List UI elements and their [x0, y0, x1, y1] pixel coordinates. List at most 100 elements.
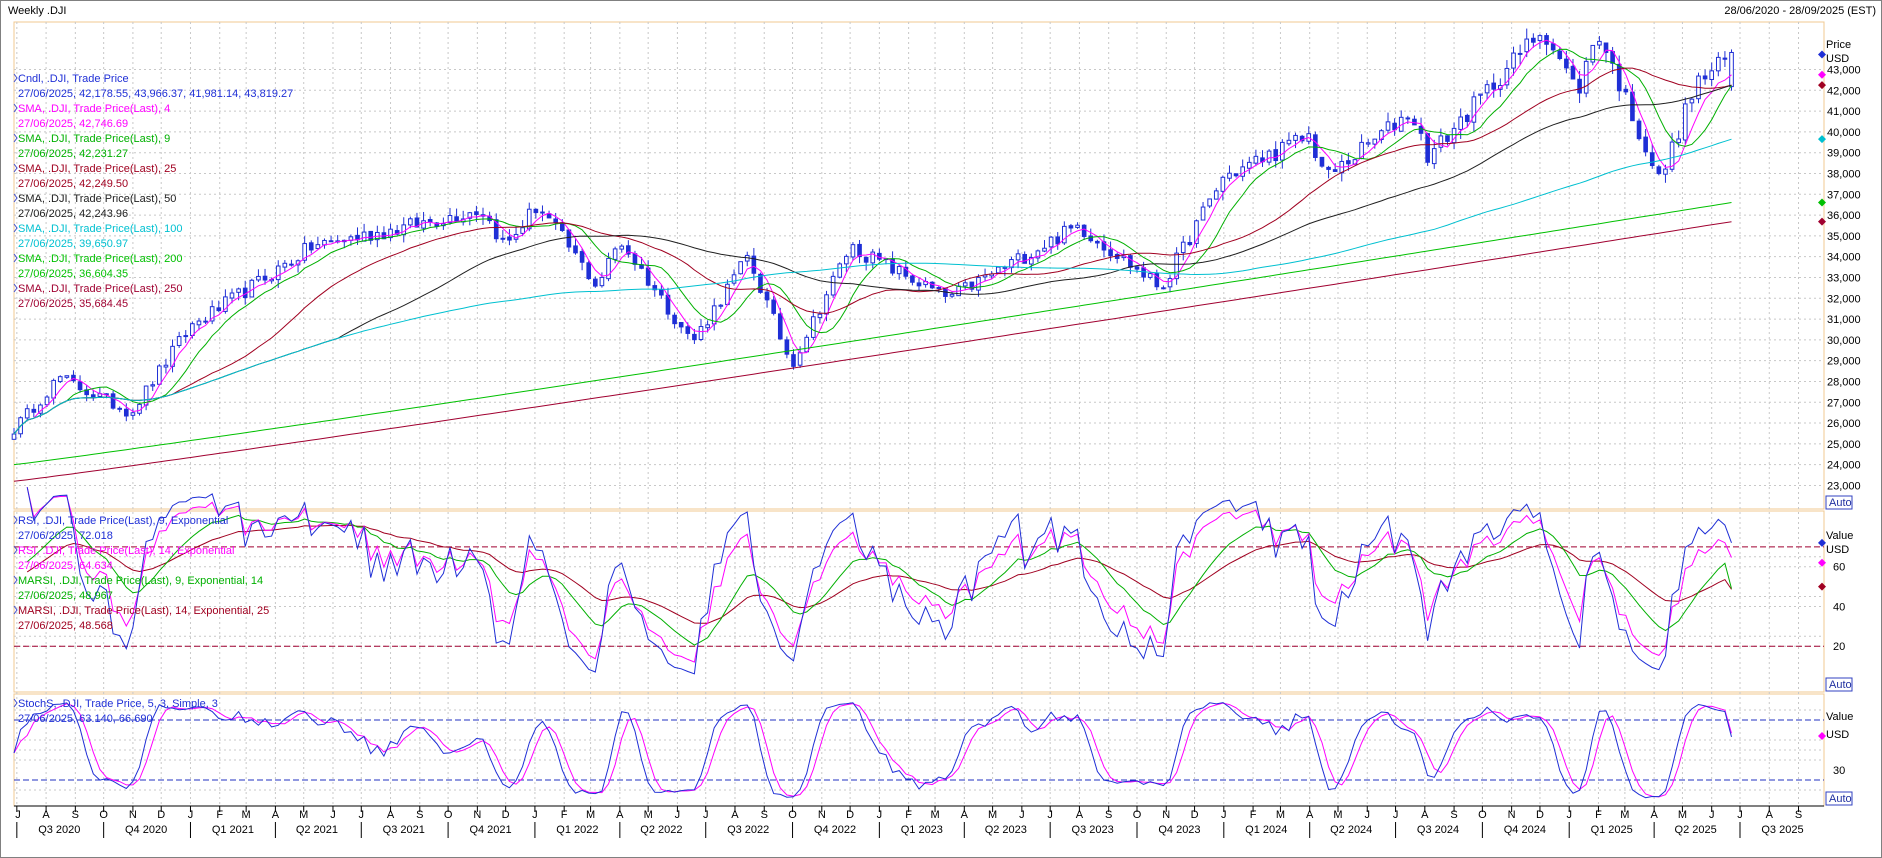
sma25-marker: [1818, 81, 1826, 90]
y-axes: 23,000 24,000 25,000 26,000 27,000 28,000 29,0…: [1827, 65, 1861, 777]
month-tick-label: N: [1508, 809, 1516, 821]
month-tick-label: N: [129, 809, 137, 821]
legend-series-value: 27/06/2025, 64.634: [18, 560, 113, 572]
sma4-line: [13, 39, 1732, 435]
stoch-axis-title: Value: [1826, 711, 1853, 723]
quarter-tick-label: Q3 2024: [1417, 824, 1459, 836]
sma250-marker: [1818, 217, 1826, 226]
quarter-tick-label: Q4 2023: [1158, 824, 1200, 836]
candle-body: [493, 219, 499, 240]
month-tick-label: J: [188, 809, 194, 821]
candle-body: [1709, 70, 1715, 80]
candle-body: [1266, 150, 1272, 163]
candle-body: [203, 320, 208, 323]
candle-body: [1207, 198, 1212, 207]
candle-body: [916, 282, 922, 287]
chart-title: Weekly .DJI: [8, 5, 66, 17]
candle-body: [863, 256, 869, 263]
legend-series-value: 27/06/2025, 42,231.27: [18, 148, 128, 160]
candle-body: [824, 294, 829, 315]
candle-body: [764, 291, 770, 301]
date-range-label: 28/06/2020 - 28/09/2025 (EST): [1724, 5, 1876, 17]
candle-body: [1194, 220, 1199, 245]
candle-body: [672, 314, 677, 325]
candle-body: [1669, 141, 1675, 170]
candle-body: [771, 299, 776, 314]
legend-bullet-icon: [13, 253, 18, 263]
month-tick-label: J: [1709, 809, 1715, 821]
candle-body: [903, 266, 909, 277]
candle-body: [817, 313, 823, 319]
rsi-panel[interactable]: [13, 510, 1825, 693]
legend-series-value: 27/06/2025, 42,178.55, 43,966.37, 41,981…: [18, 88, 293, 100]
candle-body: [1729, 51, 1734, 88]
candle-body: [685, 326, 691, 334]
quarter-tick-label: Q4 2020: [125, 824, 167, 836]
candle-body: [1689, 98, 1695, 104]
candle-body: [1055, 236, 1061, 245]
month-tick-label: M: [1333, 809, 1342, 821]
month-tick-label: M: [1276, 809, 1285, 821]
candle-body: [414, 217, 420, 228]
quarter-tick-label: Q3 2022: [727, 824, 769, 836]
candle-body: [275, 265, 281, 281]
candle-body: [183, 335, 189, 338]
candle-body: [619, 245, 625, 250]
sma200-line: [13, 202, 1732, 466]
candle-body: [1663, 168, 1668, 175]
price-plot: [11, 28, 1826, 482]
month-tick-label: D: [157, 809, 165, 821]
marsi-marker: [1818, 582, 1826, 591]
candle-body: [1128, 255, 1133, 268]
quarter-tick-label: Q1 2023: [901, 824, 943, 836]
candle-body: [1702, 75, 1708, 80]
price-panel[interactable]: [13, 21, 1825, 510]
candle-body: [1616, 63, 1622, 92]
candle-body: [427, 219, 433, 223]
rsi-tick-label: 20: [1833, 641, 1845, 653]
candle-body: [157, 365, 162, 385]
candle-body: [1623, 88, 1629, 93]
quarter-tick-label: Q2 2024: [1330, 824, 1372, 836]
candle-body: [64, 375, 70, 378]
candle-body: [1682, 103, 1688, 141]
price-tick-label: 36,000: [1827, 210, 1861, 222]
candle-body: [1603, 42, 1609, 53]
candle-body: [454, 216, 459, 222]
candle-body: [1088, 235, 1094, 242]
legend-series-value: 27/06/2025, 48.967: [18, 590, 113, 602]
stoch-auto-button[interactable]: [1825, 791, 1853, 806]
quarter-tick-label: Q1 2024: [1245, 824, 1287, 836]
month-tick-label: J: [1737, 809, 1743, 821]
candle-body: [1147, 273, 1153, 278]
rsi-tick-label: 60: [1833, 562, 1845, 574]
candle-body: [328, 240, 334, 243]
price-axis-title: Price: [1826, 39, 1851, 51]
candle-body: [1438, 135, 1444, 148]
month-tick-label: S: [1795, 809, 1802, 821]
candle-body: [262, 275, 268, 281]
price-tick-label: 32,000: [1827, 293, 1861, 305]
sma100-line: [13, 138, 1732, 435]
price-auto-label: Auto: [1829, 497, 1852, 509]
month-tick-label: J: [1047, 809, 1053, 821]
candle-body: [507, 236, 512, 241]
legend-series-name: SMA, .DJI, Trade Price(Last), 200: [18, 253, 182, 265]
price-tick-label: 39,000: [1827, 148, 1861, 160]
candle-body: [408, 218, 413, 226]
stoch-axis-unit: USD: [1826, 729, 1849, 741]
candle-body: [368, 230, 374, 241]
price-tick-label: 23,000: [1827, 480, 1861, 492]
price-auto-button[interactable]: [1825, 495, 1853, 510]
candle-body: [559, 222, 565, 231]
legend-bullet-icon: [13, 163, 18, 173]
rsi-auto-button[interactable]: [1825, 677, 1853, 692]
sma9-line: [13, 48, 1732, 435]
candle-body: [1180, 241, 1186, 254]
candle-body: [573, 245, 578, 254]
candle-body: [1491, 82, 1497, 90]
x-axis: J Q3 2020 A S O Q4 2020 N D J Q1 2021 F M A Q2 2021 M J…: [14, 805, 1824, 838]
candle-body: [289, 263, 294, 266]
candle-body: [44, 396, 50, 406]
